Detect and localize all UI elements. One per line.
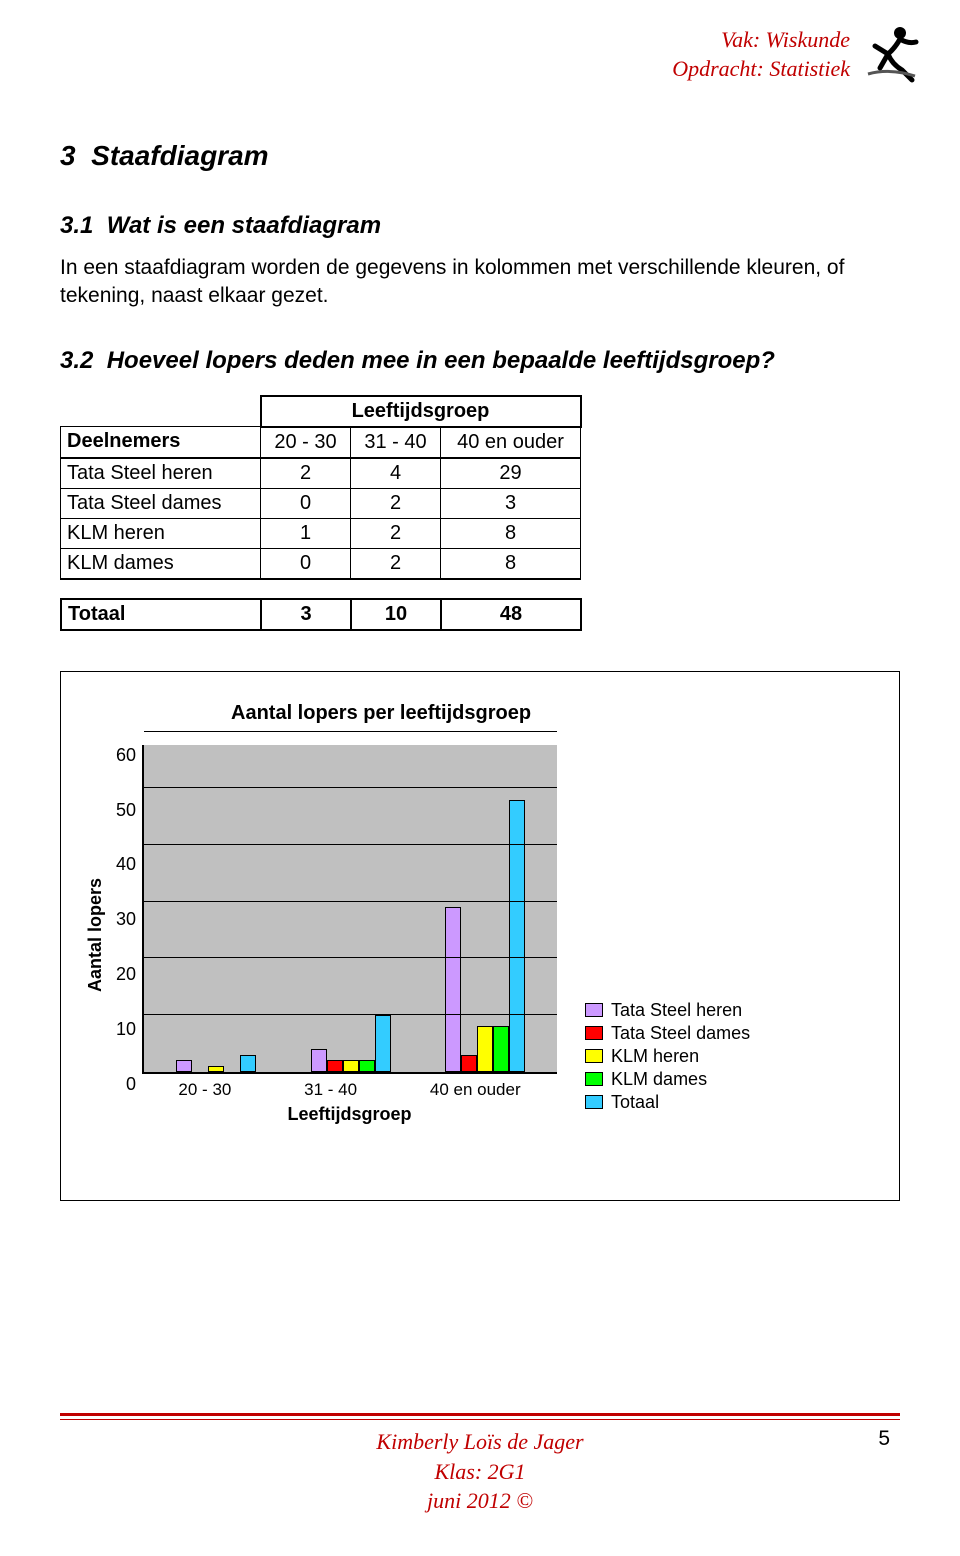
table-cell: 1	[261, 518, 351, 548]
chart-plot-area	[142, 745, 557, 1074]
total-cell: 3	[261, 599, 351, 630]
footer-divider	[60, 1413, 900, 1416]
xtick-label: 20 - 30	[178, 1080, 231, 1100]
table-col-header: 20 - 30	[261, 427, 351, 458]
page-footer: Kimberly Loïs de Jager Klas: 2G1 juni 20…	[0, 1427, 960, 1516]
legend-item: Tata Steel heren	[585, 1000, 750, 1021]
legend-label: KLM heren	[611, 1046, 699, 1067]
chart-title: Aantal lopers per leeftijdsgroep	[231, 702, 879, 725]
legend-swatch	[585, 1049, 603, 1063]
bar	[240, 1055, 256, 1072]
bar	[359, 1060, 375, 1071]
bar-chart: Aantal lopers per leeftijdsgroep Aantal …	[60, 671, 900, 1201]
footer-date: juni 2012 ©	[0, 1486, 960, 1516]
bar	[311, 1049, 327, 1072]
gridline	[144, 731, 557, 732]
intro-paragraph: In een staafdiagram worden de gegevens i…	[60, 254, 900, 311]
runner-icon	[860, 20, 930, 90]
chart-xticks: 20 - 30 31 - 40 40 en ouder	[142, 1074, 557, 1100]
chart-xlabel: Leeftijdsgroep	[142, 1104, 557, 1125]
xtick-label: 31 - 40	[304, 1080, 357, 1100]
ytick-label: 10	[116, 1019, 136, 1040]
page-number: 5	[878, 1427, 890, 1451]
chart-ylabel: Aantal lopers	[81, 745, 110, 1125]
xtick-label: 40 en ouder	[430, 1080, 521, 1100]
ytick-label: 40	[116, 854, 136, 875]
bar	[375, 1015, 391, 1072]
total-cell: 48	[441, 599, 581, 630]
bar	[477, 1026, 493, 1071]
legend-swatch	[585, 1095, 603, 1109]
gridline	[144, 957, 557, 958]
legend-item: KLM heren	[585, 1046, 750, 1067]
legend-item: Totaal	[585, 1092, 750, 1113]
footer-divider-thin	[60, 1419, 900, 1420]
table-col-header: 40 en ouder	[441, 427, 581, 458]
ytick-label: 20	[116, 964, 136, 985]
footer-klas: Klas: 2G1	[0, 1457, 960, 1487]
bar-group	[445, 745, 525, 1072]
table-cell: 3	[441, 488, 581, 518]
bar	[343, 1060, 359, 1071]
bar	[445, 907, 461, 1071]
table-cell: 2	[351, 488, 441, 518]
legend-swatch	[585, 1003, 603, 1017]
gridline	[144, 901, 557, 902]
header-line1: Vak: Wiskunde	[672, 26, 850, 55]
footer-name: Kimberly Loïs de Jager	[0, 1427, 960, 1457]
ytick-label: 0	[116, 1074, 136, 1095]
table-group-header: Leeftijdsgroep	[261, 396, 581, 427]
data-table: LeeftijdsgroepDeelnemers20 - 3031 - 4040…	[60, 395, 900, 631]
gridline	[144, 844, 557, 845]
legend-item: KLM dames	[585, 1069, 750, 1090]
legend-label: Tata Steel heren	[611, 1000, 742, 1021]
legend-item: Tata Steel dames	[585, 1023, 750, 1044]
table-cell: 8	[441, 518, 581, 548]
bar	[208, 1066, 224, 1072]
bar	[327, 1060, 343, 1071]
total-cell: 10	[351, 599, 441, 630]
table-row-label: KLM heren	[61, 518, 261, 548]
ytick-label: 30	[116, 909, 136, 930]
legend-swatch	[585, 1072, 603, 1086]
header-line2: Opdracht: Statistiek	[672, 55, 850, 84]
table-cell: 0	[261, 488, 351, 518]
page-header: Vak: Wiskunde Opdracht: Statistiek	[672, 20, 930, 90]
table-row-label: Tata Steel heren	[61, 458, 261, 489]
table-cell: 2	[351, 548, 441, 579]
table-deelnemers-header: Deelnemers	[61, 427, 261, 458]
table-row-label: KLM dames	[61, 548, 261, 579]
legend-label: Totaal	[611, 1092, 659, 1113]
bar	[493, 1026, 509, 1071]
table-col-header: 31 - 40	[351, 427, 441, 458]
table-cell: 2	[261, 458, 351, 489]
bar	[509, 800, 525, 1072]
chart-legend: Tata Steel herenTata Steel damesKLM here…	[585, 998, 750, 1125]
header-text: Vak: Wiskunde Opdracht: Statistiek	[672, 26, 850, 83]
gridline	[144, 1014, 557, 1015]
bar-group	[176, 745, 256, 1072]
ytick-label: 60	[116, 745, 136, 766]
subheading-3-2: 3.2 Hoeveel lopers deden mee in een bepa…	[60, 347, 900, 375]
table-cell: 4	[351, 458, 441, 489]
total-label: Totaal	[61, 599, 261, 630]
chart-yticks: 60 50 40 30 20 10 0	[110, 745, 142, 1125]
legend-label: Tata Steel dames	[611, 1023, 750, 1044]
legend-swatch	[585, 1026, 603, 1040]
section-heading: 3 Staafdiagram	[60, 140, 900, 172]
table-cell: 8	[441, 548, 581, 579]
table-cell: 2	[351, 518, 441, 548]
bar	[176, 1060, 192, 1071]
gridline	[144, 787, 557, 788]
table-cell: 29	[441, 458, 581, 489]
table-cell: 0	[261, 548, 351, 579]
subheading-3-1: 3.1 Wat is een staafdiagram	[60, 212, 900, 240]
bar-group	[311, 745, 391, 1072]
ytick-label: 50	[116, 800, 136, 821]
legend-label: KLM dames	[611, 1069, 707, 1090]
content: 3 Staafdiagram 3.1 Wat is een staafdiagr…	[0, 0, 960, 1201]
table-row-label: Tata Steel dames	[61, 488, 261, 518]
bar	[461, 1055, 477, 1072]
